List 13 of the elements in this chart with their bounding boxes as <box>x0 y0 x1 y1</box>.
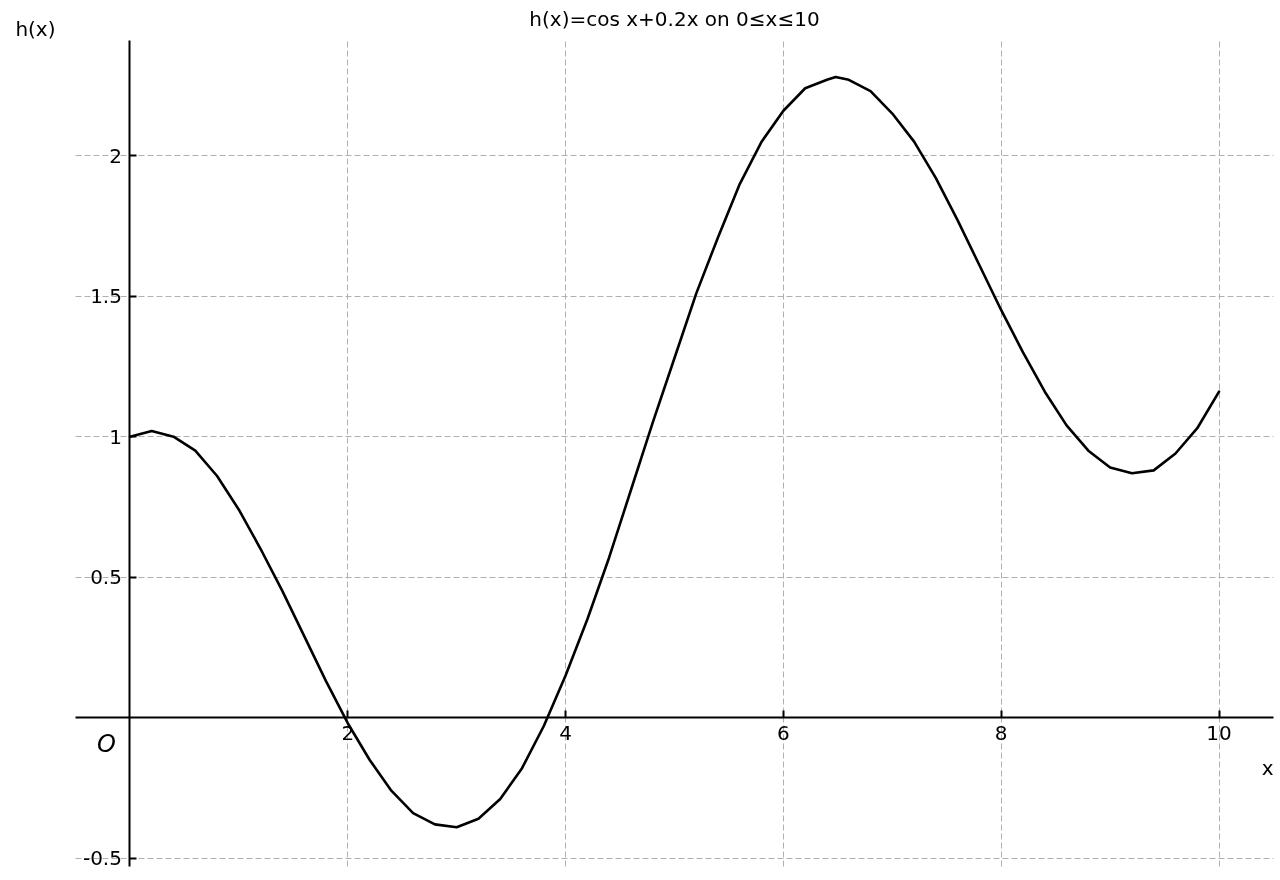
x-axis-title: x <box>1261 755 1274 780</box>
x-tick-label: 6 <box>777 720 790 745</box>
chart-title: h(x)=cos x+0.2x on 0≤x≤10 <box>529 6 820 31</box>
annotation: O <box>97 729 116 758</box>
y-tick-label: 2 <box>109 143 122 168</box>
x-tick-label: 4 <box>559 720 572 745</box>
x-tick-label: 8 <box>994 720 1008 745</box>
y-tick-label: -0.5 <box>82 846 122 871</box>
y-tick-label: 1 <box>109 424 122 449</box>
y-tick-label: 0.5 <box>90 565 122 590</box>
y-axis-title: h(x) <box>15 16 56 41</box>
y-tick-label: 1.5 <box>90 284 122 309</box>
x-tick-label: 10 <box>1206 720 1232 745</box>
